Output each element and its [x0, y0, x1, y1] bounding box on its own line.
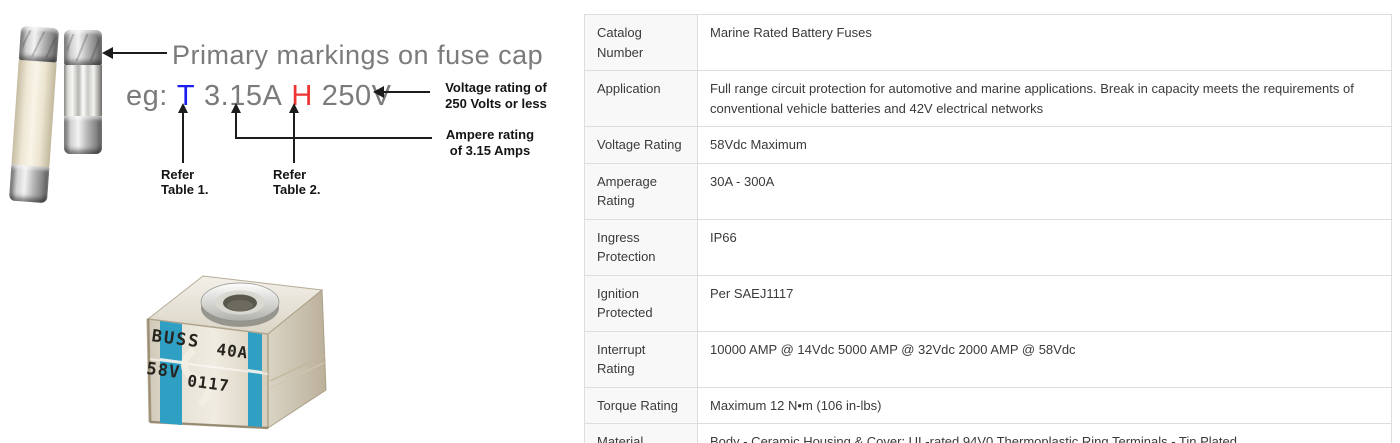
spec-value: Full range circuit protection for automo… [697, 70, 1392, 127]
spec-value: IP66 [697, 218, 1392, 276]
spec-value: Body - Ceramic Housing & Cover: UL-rated… [697, 423, 1392, 443]
example-marking-line: eg: T 3.15A H 250V [126, 80, 392, 113]
spec-table-row: Amperage Rating 30A - 300A [584, 162, 1392, 220]
fuse-stripe-right [248, 332, 262, 427]
fuse-cap-top [64, 30, 102, 65]
spec-label: Torque Rating [584, 386, 698, 424]
spec-table-row: Interrupt Rating 10000 AMP @ 14Vdc 5000 … [584, 330, 1392, 388]
fuse-cap-bottom [64, 116, 102, 154]
spec-label: Ignition Protected [584, 274, 698, 332]
spec-value: 10000 AMP @ 14Vdc 5000 AMP @ 32Vdc 2000 … [697, 330, 1392, 388]
spec-label: Application [584, 70, 698, 127]
refer-table-1-note: Refer Table 1. [161, 167, 209, 197]
spec-table-row: Torque Rating Maximum 12 N•m (106 in-lbs… [584, 386, 1392, 424]
battery-fuse-photo: BUSS 40A 58V 0117 [145, 275, 327, 430]
arrow-up-icon [178, 103, 188, 163]
spec-table-row: Ignition Protected Per SAEJ1117 [584, 274, 1392, 332]
fuse-element-squiggle [181, 347, 213, 407]
arrow-left-icon [373, 86, 430, 98]
spec-table-row: Voltage Rating 58Vdc Maximum [584, 126, 1392, 164]
ceramic-fuse-photo [8, 25, 60, 204]
spec-value: Marine Rated Battery Fuses [697, 14, 1392, 71]
spec-label: Interrupt Rating [584, 330, 698, 388]
arrow-up-icon [289, 103, 299, 163]
spec-table-row: Material Body - Ceramic Housing & Cover:… [584, 423, 1392, 443]
spec-value: Per SAEJ1117 [697, 274, 1392, 332]
fuse-cap-top [18, 25, 60, 63]
ceramic-fuse-body [11, 59, 57, 168]
fuse-volt-marking: 58V [145, 359, 181, 383]
fuse-stripe-left [160, 321, 182, 425]
spec-label: Material [584, 423, 698, 443]
spec-table-row: Application Full range circuit protectio… [584, 70, 1392, 127]
ampere-note: Ampere rating of 3.15 Amps [445, 127, 535, 158]
voltage-note: Voltage rating of 250 Volts or less [445, 80, 547, 111]
spec-label: Catalog Number [584, 14, 698, 71]
arrow-left-icon [102, 47, 167, 59]
spec-table-body: Catalog Number Marine Rated Battery Fuse… [584, 14, 1392, 443]
spec-value: Maximum 12 N•m (106 in-lbs) [697, 386, 1392, 424]
fuse-amp-marking: 40A [215, 340, 249, 363]
spec-table-row: Ingress Protection IP66 [584, 218, 1392, 276]
spec-label: Voltage Rating [584, 126, 698, 164]
spec-table-row: Catalog Number Marine Rated Battery Fuse… [584, 14, 1392, 71]
spec-label: Ingress Protection [584, 218, 698, 276]
spec-label: Amperage Rating [584, 162, 698, 220]
fuse-amp-value: 3.15A [204, 80, 283, 112]
glass-fuse-body [64, 65, 102, 116]
fuse-cap-bottom [8, 164, 50, 204]
spec-value: 58Vdc Maximum [697, 126, 1392, 164]
spec-table: Catalog Number Marine Rated Battery Fuse… [584, 14, 1392, 443]
primary-markings-label: Primary markings on fuse cap [172, 40, 544, 70]
arrow-up-icon [231, 103, 241, 138]
spec-value: 30A - 300A [697, 162, 1392, 220]
connector-line [235, 137, 432, 139]
glass-fuse-photo [64, 30, 102, 154]
example-prefix: eg: [126, 80, 168, 112]
refer-table-2-note: Refer Table 2. [273, 167, 321, 197]
